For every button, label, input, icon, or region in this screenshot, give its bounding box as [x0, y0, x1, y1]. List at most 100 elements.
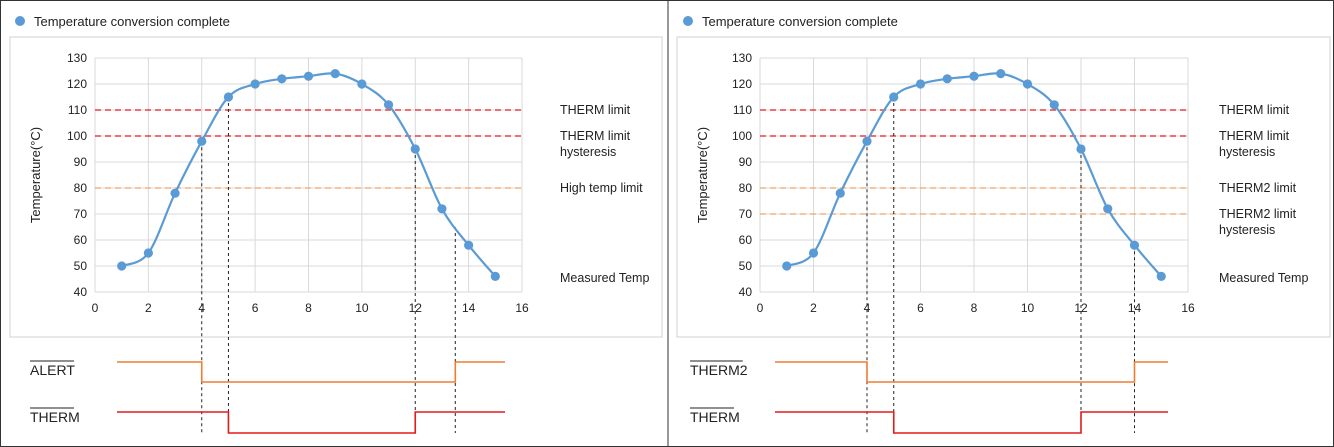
reference-line-label-line: THERM limit [1219, 129, 1290, 143]
chart-area-border [676, 36, 1331, 338]
reference-line-label: THERM limit hysteresis [1219, 129, 1290, 159]
y-tick-label: 50 [74, 259, 88, 273]
legend-label: Temperature conversion complete [34, 14, 230, 29]
signal-label: THERM [690, 409, 740, 425]
y-tick-label: 120 [732, 77, 752, 91]
legend-marker [15, 16, 25, 26]
x-tick-label: 0 [92, 301, 99, 315]
reference-line-label-line: THERM limit [1219, 103, 1290, 117]
series-point [117, 261, 127, 271]
chart-area-border [9, 36, 663, 338]
chart-panel-1: Temperature conversion complete405060708… [9, 14, 663, 434]
signal-label: THERM [30, 409, 80, 425]
y-tick-label: 70 [739, 207, 753, 221]
reference-line-label: THERM2 limit hysteresis [1219, 207, 1297, 237]
y-axis-label: Temperature(°C) [695, 127, 710, 223]
signal-waveform [775, 411, 1168, 434]
series-point [889, 92, 899, 102]
series-point [330, 69, 340, 79]
series-point [383, 100, 394, 110]
x-tick-label: 0 [757, 301, 764, 315]
y-tick-label: 60 [74, 233, 88, 247]
series-point [862, 136, 872, 146]
series-point [223, 92, 234, 102]
y-tick-label: 40 [74, 285, 88, 299]
reference-line-label: High temp limit [560, 181, 643, 195]
y-tick-label: 50 [739, 259, 753, 273]
y-tick-label: 100 [732, 129, 752, 143]
series-point [1076, 144, 1086, 154]
chart-panel-2: Temperature conversion complete405060708… [676, 14, 1331, 434]
x-tick-label: 6 [917, 301, 924, 315]
x-tick-label: 4 [864, 301, 871, 315]
reference-line-label-line: hysteresis [1219, 145, 1275, 159]
signal-waveform [775, 361, 1168, 383]
reference-line-label-line: THERM limit [560, 103, 631, 117]
y-tick-label: 120 [67, 77, 87, 91]
series-point [277, 74, 287, 84]
legend-label: Temperature conversion complete [702, 14, 898, 29]
signal-waveform [117, 361, 505, 383]
x-tick-label: 10 [1021, 301, 1035, 315]
y-tick-label: 60 [739, 233, 753, 247]
y-tick-label: 130 [67, 51, 87, 65]
series-point [357, 79, 367, 89]
series-point [410, 144, 420, 154]
y-tick-label: 90 [739, 155, 753, 169]
y-tick-label: 70 [74, 207, 88, 221]
series-point [303, 71, 314, 81]
series-point [782, 261, 792, 271]
y-tick-label: 80 [739, 181, 753, 195]
reference-line-label: THERM2 limit [1219, 181, 1297, 195]
x-tick-label: 16 [515, 301, 529, 315]
reference-line-label-line: THERM2 limit [1219, 181, 1297, 195]
series-label: Measured Temp [560, 271, 649, 285]
series-point [915, 79, 926, 89]
x-tick-label: 2 [145, 301, 152, 315]
series-point [835, 188, 845, 198]
x-tick-label: 2 [810, 301, 817, 315]
y-tick-label: 100 [67, 129, 87, 143]
series-point [996, 69, 1006, 79]
series-point [808, 248, 819, 258]
series-point [437, 204, 447, 214]
series-point [250, 79, 260, 89]
series-point [464, 240, 474, 250]
reference-line-label: THERM limit [1219, 103, 1290, 117]
series-point [942, 74, 952, 84]
y-tick-label: 110 [68, 103, 87, 117]
series-point [969, 71, 979, 81]
x-tick-label: 8 [305, 301, 312, 315]
reference-line-label-line: hysteresis [560, 145, 616, 159]
reference-line-label: THERM limit hysteresis [560, 129, 631, 159]
x-tick-label: 16 [1181, 301, 1195, 315]
legend-marker [683, 16, 693, 26]
y-tick-label: 90 [74, 155, 88, 169]
reference-line-label: THERM limit [560, 103, 631, 117]
series-point [490, 271, 500, 281]
signal-label: THERM2 [690, 362, 748, 378]
y-tick-label: 110 [733, 103, 752, 117]
reference-line-label-line: THERM2 limit [1219, 207, 1297, 221]
x-tick-label: 10 [355, 301, 369, 315]
reference-line-label-line: High temp limit [560, 181, 643, 195]
reference-line-label-line: hysteresis [1219, 223, 1275, 237]
signal-label: ALERT [30, 362, 75, 378]
series-label: Measured Temp [1219, 271, 1308, 285]
y-axis-label: Temperature(°C) [28, 127, 43, 223]
y-tick-label: 40 [739, 285, 753, 299]
series-point [197, 136, 207, 146]
series-point [1022, 79, 1033, 89]
signal-waveform [117, 411, 505, 434]
reference-line-label-line: THERM limit [560, 129, 631, 143]
x-tick-label: 4 [198, 301, 205, 315]
series-point [1129, 240, 1140, 250]
y-tick-label: 80 [74, 181, 88, 195]
x-tick-label: 14 [462, 301, 476, 315]
series-point [1156, 271, 1166, 281]
series-point [1103, 204, 1113, 214]
series-point [143, 248, 153, 258]
x-tick-label: 6 [252, 301, 259, 315]
